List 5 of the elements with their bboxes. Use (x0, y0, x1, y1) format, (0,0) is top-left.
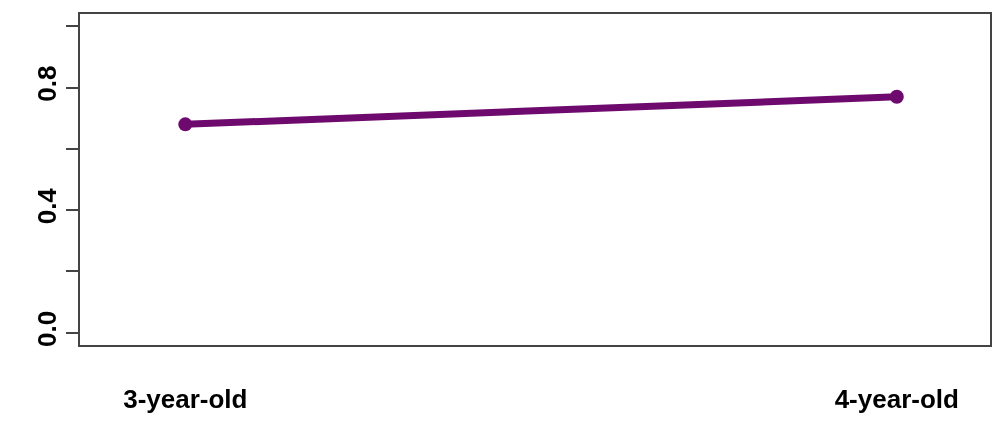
x-tick-label: 3-year-old (123, 384, 248, 415)
y-tick-label: 0.4 (31, 187, 62, 225)
y-tick-label: 0.0 (31, 310, 62, 347)
y-tick-label: 0.8 (31, 65, 62, 102)
x-tick-label: 4-year-old (834, 384, 959, 415)
